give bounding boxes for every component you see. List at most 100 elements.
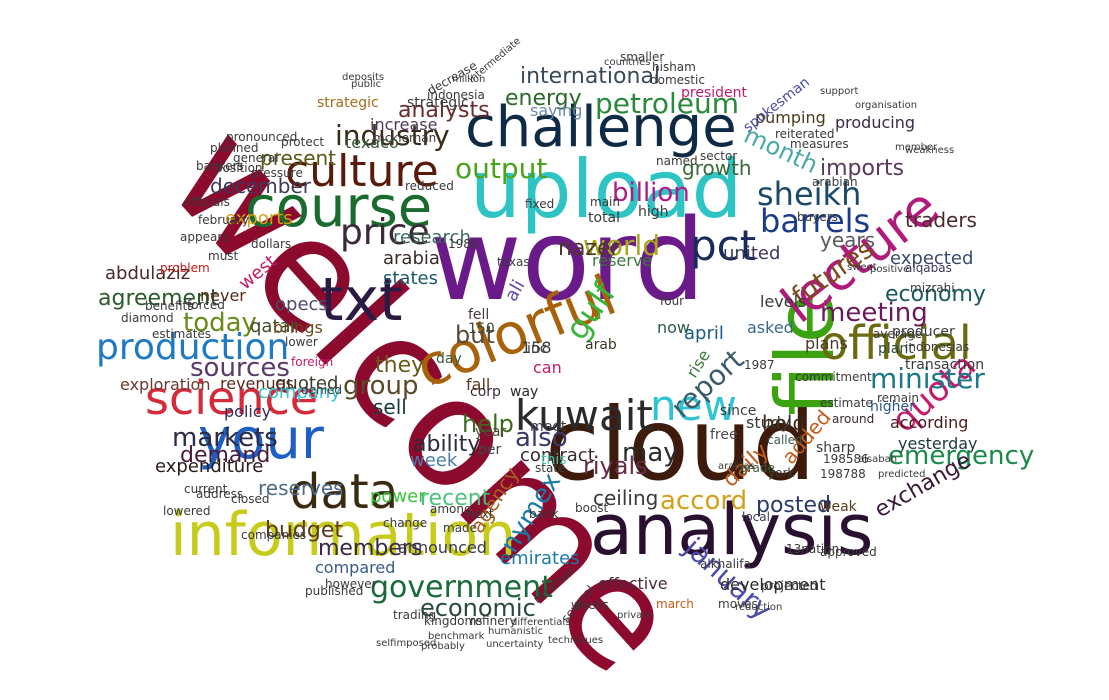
word-158: 158 — [521, 338, 552, 357]
word-differentials: differentials — [511, 617, 571, 628]
word-fell: fell — [468, 307, 490, 323]
word-imports: imports — [820, 156, 905, 181]
word-estimate: estimate — [820, 396, 873, 410]
word-bankers: bankers — [196, 159, 244, 173]
word-pressure: pressure — [251, 166, 303, 180]
word-arabias: arabias — [718, 461, 755, 472]
word-predicted: predicted — [878, 469, 926, 480]
word-weak: weak — [820, 499, 857, 515]
word-fixed: fixed — [525, 197, 555, 211]
word-pct: pct — [690, 221, 757, 270]
word-price: price — [340, 212, 430, 253]
word-foreign: foreign — [291, 355, 334, 369]
word-february: february — [198, 213, 250, 227]
word-also: also — [515, 423, 568, 453]
word-challenge: challenge — [465, 95, 737, 160]
word-1987: 1987 — [744, 358, 775, 372]
word-abdulaziz: abdulaziz — [105, 263, 191, 284]
word-smaller: smaller — [620, 50, 665, 64]
word-but: but — [455, 321, 495, 349]
word-local: local — [742, 510, 770, 524]
word-present: present — [260, 146, 337, 170]
word-texas: texas — [497, 255, 530, 269]
word-minister: minister — [870, 362, 985, 395]
word-indonesias: indonesias — [905, 340, 970, 354]
word-198788: 198788 — [820, 467, 866, 481]
word-research: research — [393, 227, 471, 248]
word-humanistic: humanistic — [488, 626, 544, 637]
word-accord: accord — [660, 486, 748, 516]
word-diamond: diamond — [121, 311, 174, 325]
word-they: they — [375, 353, 425, 378]
word-states: states — [383, 268, 438, 289]
word-science: science — [145, 371, 319, 425]
word-yesterday: yesterday — [898, 434, 978, 453]
word-sources: sources — [190, 353, 290, 383]
word-economy: economy — [885, 282, 986, 307]
word-upload: upload — [470, 143, 743, 236]
word-grade: grade — [740, 461, 775, 475]
word-kingdoms: kingdoms — [424, 614, 483, 628]
word-forced: forced — [187, 298, 225, 312]
word-public: public — [351, 79, 382, 90]
word-deposits: deposits — [342, 72, 385, 83]
word-state: state — [535, 461, 566, 475]
word-moves: moves — [718, 597, 758, 611]
word-sell: sell — [373, 395, 407, 419]
word-planned: planned — [210, 141, 259, 155]
word-analysts: analysts — [398, 98, 490, 123]
word-exports: exports — [225, 208, 293, 229]
word-198586: 198586 — [823, 452, 869, 466]
word-emergency: emergency — [888, 441, 1035, 471]
word-problem: problem — [160, 261, 210, 275]
word-alsabah: alsabah — [858, 454, 898, 465]
word-asked: asked — [747, 318, 794, 337]
word-1986: 1986 — [448, 237, 479, 251]
word-organisation: organisation — [855, 100, 918, 111]
word-published: published — [305, 584, 364, 598]
word-may: may — [622, 438, 679, 468]
word-hisham: hisham — [652, 60, 696, 74]
word-strategic: strategic — [407, 95, 469, 111]
word-reiterated: reiterated — [775, 127, 835, 141]
word-benefits: benefits — [145, 299, 194, 313]
word-kuwait: kuwait — [515, 391, 653, 440]
word-recent: recent — [420, 486, 491, 511]
word-transaction: transaction — [905, 357, 985, 373]
word-lower: lower — [285, 335, 318, 349]
word-producer: producer — [892, 324, 955, 340]
word-sweet: sweet — [847, 262, 877, 273]
word-ability: ability — [413, 432, 481, 457]
word-150: 150 — [468, 321, 495, 337]
word-economic: economic — [420, 594, 536, 622]
word-next: next — [467, 507, 494, 521]
word-group: group — [343, 371, 419, 401]
word-among: among — [430, 502, 472, 516]
word-day: day — [436, 351, 462, 367]
word-reduced: reduced — [405, 179, 454, 193]
word-data: data — [290, 464, 399, 520]
word-new: new — [650, 381, 737, 430]
word-revenues: revenues — [220, 374, 294, 393]
word-culture: culture — [285, 146, 439, 197]
word-change: change — [383, 516, 428, 530]
word-address: address — [196, 487, 244, 501]
word-inc: inc — [527, 341, 548, 357]
word-budget: budget — [265, 518, 343, 543]
word-posted: posted — [756, 493, 832, 518]
word-plans: plans — [805, 334, 848, 353]
word-mckiernan: mckiernan — [373, 131, 437, 145]
word-free: free — [710, 427, 738, 443]
word-international: international — [520, 64, 661, 89]
word-closed: closed — [231, 492, 270, 506]
word-development: development — [720, 575, 826, 594]
word-companies: companies — [241, 528, 307, 542]
word-year: year — [475, 424, 507, 440]
word-hold: hold — [762, 411, 806, 435]
word-government: government — [370, 570, 553, 605]
word-higher: higher — [870, 399, 915, 415]
word-brings: brings — [273, 318, 323, 337]
word-estimates: estimates — [152, 327, 212, 341]
word-effective: effective — [598, 574, 668, 593]
word-demand: demand — [180, 443, 271, 468]
